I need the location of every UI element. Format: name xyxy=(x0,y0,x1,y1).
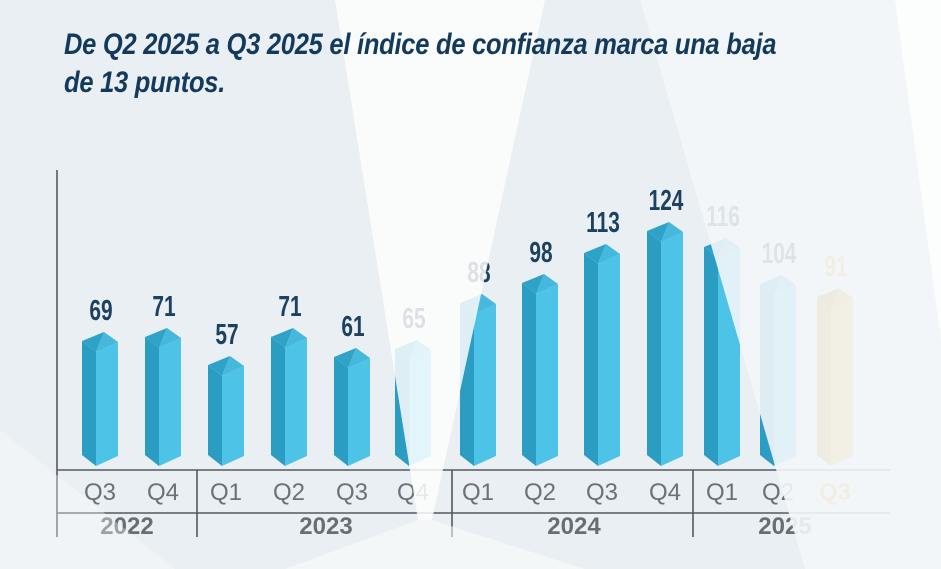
chart-title-line-2: de 13 puntos. xyxy=(64,66,226,99)
value-label-Q3-2025: 91 xyxy=(824,251,847,283)
bar-side-face xyxy=(760,284,774,466)
quarter-label-Q3-2023: Q3 xyxy=(336,479,368,506)
quarter-label-Q3-2022: Q3 xyxy=(84,479,116,506)
bar-Q3-2025 xyxy=(817,288,853,466)
bar-Q4-2024 xyxy=(647,222,683,466)
bar-Q1-2023 xyxy=(208,356,244,466)
quarter-label-Q3-2025: Q3 xyxy=(819,479,851,506)
bar-Q2-2025 xyxy=(760,275,796,466)
quarter-label-Q1-2023: Q1 xyxy=(210,479,242,506)
bar-Q3-2024 xyxy=(584,244,620,466)
bar-side-face xyxy=(82,341,96,466)
bar-front-face xyxy=(536,284,558,466)
value-label-Q2-2025: 104 xyxy=(762,238,797,270)
bar-Q3-2022 xyxy=(82,332,118,466)
bar-front-face xyxy=(159,338,181,466)
value-label-Q3-2022: 69 xyxy=(89,295,112,327)
bar-front-face xyxy=(718,248,740,466)
value-label-Q2-2023: 71 xyxy=(278,291,301,323)
bar-top-face-left xyxy=(145,328,167,348)
bar-side-face xyxy=(647,231,661,466)
year-label-2023: 2023 xyxy=(299,513,352,540)
bar-top-face-left xyxy=(208,356,230,376)
bar-front-face xyxy=(96,342,118,466)
chart-title-line-1: De Q2 2025 a Q3 2025 el índice de confia… xyxy=(64,28,777,61)
bar-top-face-left xyxy=(82,332,104,352)
bar-side-face xyxy=(395,349,409,466)
bar-Q1-2025 xyxy=(704,238,740,466)
bar-top-face-right xyxy=(222,356,244,376)
quarter-label-Q1-2025: Q1 xyxy=(706,479,738,506)
bar-top-face-right xyxy=(285,328,307,348)
year-label-2025: 2025 xyxy=(758,513,811,540)
bar-Q2-2023 xyxy=(271,328,307,466)
bar-top-face-left xyxy=(584,244,606,264)
value-label-Q1-2024: 88 xyxy=(467,257,490,289)
bar-front-face xyxy=(348,358,370,466)
bar-Q4-2023 xyxy=(395,340,431,466)
bar-front-face xyxy=(831,298,853,466)
bar-Q3-2023 xyxy=(334,348,370,466)
bar-side-face xyxy=(208,365,222,466)
bar-top-face-right xyxy=(159,328,181,348)
bar-side-face xyxy=(460,303,474,466)
quarter-label-Q4-2022: Q4 xyxy=(147,479,179,506)
bar-side-face xyxy=(522,283,536,466)
chart-title: De Q2 2025 a Q3 2025 el índice de confia… xyxy=(64,26,777,102)
value-label-Q2-2024: 98 xyxy=(529,237,552,269)
bar-front-face xyxy=(661,232,683,466)
bar-side-face xyxy=(817,297,831,466)
bar-front-face xyxy=(222,366,244,466)
bar-top-face-right xyxy=(598,244,620,264)
value-label-Q1-2023: 57 xyxy=(215,319,238,351)
bar-front-face xyxy=(409,350,431,466)
value-label-Q1-2025: 116 xyxy=(706,201,740,233)
value-label-Q3-2023: 61 xyxy=(341,311,364,343)
quarter-label-Q2-2023: Q2 xyxy=(273,479,305,506)
value-label-Q4-2024: 124 xyxy=(649,185,684,217)
bar-side-face xyxy=(271,337,285,466)
bar-side-face xyxy=(334,357,348,466)
bar-Q2-2024 xyxy=(522,274,558,466)
bar-top-face-right xyxy=(96,332,118,352)
quarter-label-Q1-2024: Q1 xyxy=(462,479,494,506)
value-label-Q3-2024: 113 xyxy=(586,207,620,239)
quarter-label-Q4-2023: Q4 xyxy=(397,479,429,506)
bar-side-face xyxy=(704,247,718,466)
value-label-Q4-2022: 71 xyxy=(152,291,175,323)
quarter-label-Q3-2024: Q3 xyxy=(586,479,618,506)
value-label-Q4-2023: 65 xyxy=(402,303,425,335)
bar-Q1-2024 xyxy=(460,294,496,466)
bar-Q4-2022 xyxy=(145,328,181,466)
bar-front-face xyxy=(598,254,620,466)
bar-side-face xyxy=(584,253,598,466)
bar-front-face xyxy=(285,338,307,466)
bar-side-face xyxy=(145,337,159,466)
bar-front-face xyxy=(474,304,496,466)
year-label-2024: 2024 xyxy=(547,513,601,540)
quarter-label-Q2-2024: Q2 xyxy=(524,479,556,506)
year-label-2022: 2022 xyxy=(100,513,153,540)
bar-front-face xyxy=(774,285,796,466)
bar-top-face-left xyxy=(271,328,293,348)
quarter-label-Q2-2025: Q2 xyxy=(762,479,794,506)
quarter-label-Q4-2024: Q4 xyxy=(649,479,681,506)
